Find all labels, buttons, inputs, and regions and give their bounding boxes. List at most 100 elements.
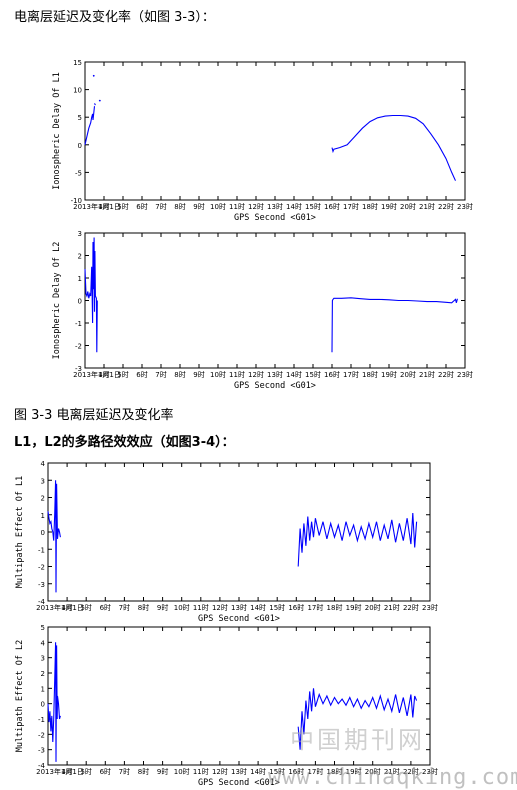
y-tick-label: -3: [38, 747, 45, 755]
x-tick-label: 7时: [155, 202, 166, 211]
y-axis-label: Ionospheric Delay Of L1: [52, 72, 62, 190]
y-tick-label: 0: [41, 529, 45, 537]
heading-multipath: L1，L2的多路径效效应（如图3-4）：: [14, 435, 235, 450]
x-tick-label: 14时: [250, 603, 266, 612]
y-tick-label: -4: [38, 762, 46, 770]
y-tick-label: -5: [75, 169, 82, 177]
plot-area: [84, 61, 466, 201]
x-tick-label: 22时: [438, 370, 454, 379]
x-tick-label: 9时: [157, 603, 168, 612]
x-tick-label: 9时: [157, 767, 168, 776]
x-tick-label: 12时: [212, 603, 228, 612]
y-tick-label: 1: [41, 685, 45, 693]
x-tick-label: 8时: [138, 767, 149, 776]
y-tick-label: -2: [38, 564, 45, 572]
x-tick-label: 6时: [136, 370, 147, 379]
x-tick-label: 9时: [193, 202, 204, 211]
x-tick-label: 23时: [457, 370, 473, 379]
x-tick-label: 20时: [400, 370, 416, 379]
y-tick-label: 4: [41, 460, 46, 468]
x-tick-label: 13时: [231, 767, 247, 776]
y-tick-label: -3: [75, 365, 82, 373]
y-tick-label: 0: [41, 701, 45, 709]
x-tick-label: 8时: [138, 603, 149, 612]
y-tick-label: 2: [41, 495, 45, 503]
series-line: [84, 106, 96, 145]
y-tick-label: 0: [78, 298, 82, 306]
x-tick-label: 19时: [381, 202, 397, 211]
x-tick-label: 18时: [327, 603, 343, 612]
y-tick-label: -1: [38, 546, 45, 554]
x-tick-label: 14时: [286, 370, 302, 379]
x-tick-label: 10时: [174, 603, 190, 612]
x-tick-label: 4时: [98, 202, 109, 211]
x-axis-label: GPS Second <G01>: [198, 778, 280, 788]
x-axis-label: GPS Second <G01>: [234, 213, 316, 223]
x-tick-label: 20时: [365, 767, 381, 776]
y-axis-label: Multipath Effect Of L2: [15, 640, 25, 753]
y-axis-label: Multipath Effect Of L1: [15, 476, 25, 589]
x-tick-label: 6时: [136, 202, 147, 211]
x-tick-label: 11时: [193, 603, 209, 612]
y-tick-label: -1: [75, 320, 82, 328]
x-tick-label: 15时: [305, 370, 321, 379]
series-line: [47, 642, 61, 762]
x-tick-label: 6时: [100, 603, 111, 612]
y-tick-label: 3: [78, 230, 82, 238]
series-line: [84, 237, 98, 353]
x-tick-label: 19时: [346, 767, 362, 776]
x-tick-label: 14时: [286, 202, 302, 211]
y-tick-label: -1: [38, 716, 45, 724]
x-tick-label: 15时: [269, 767, 285, 776]
x-tick-label: 12时: [212, 767, 228, 776]
x-tick-label: 7时: [119, 603, 130, 612]
watermark-url: www.chinaqking.com: [268, 765, 517, 790]
y-tick-label: -3: [38, 581, 45, 589]
x-tick-label: 22时: [403, 767, 419, 776]
x-tick-label: 23时: [422, 767, 438, 776]
x-tick-label: 18时: [327, 767, 343, 776]
plot-area: [47, 462, 431, 602]
x-tick-label: 16时: [324, 202, 340, 211]
series-point: [98, 99, 101, 102]
x-tick-label: 7时: [155, 370, 166, 379]
x-tick-label: 17时: [307, 603, 323, 612]
watermark-cn: 中国期刊网: [290, 726, 425, 754]
x-tick-label: 23时: [422, 603, 438, 612]
x-tick-label: 15时: [269, 603, 285, 612]
x-tick-label: 2013年1月1日: [73, 370, 121, 379]
x-tick-label: 10时: [210, 370, 226, 379]
y-tick-label: 5: [41, 624, 45, 632]
x-tick-label: 17时: [343, 370, 359, 379]
x-tick-label: 22时: [403, 603, 419, 612]
x-tick-label: 16时: [288, 603, 304, 612]
y-tick-label: 3: [41, 477, 45, 485]
x-tick-label: 17时: [307, 767, 323, 776]
x-tick-label: 4时: [98, 370, 109, 379]
x-tick-label: 21时: [384, 603, 400, 612]
x-tick-label: 15时: [305, 202, 321, 211]
y-tick-label: 0: [78, 142, 82, 150]
x-tick-label: 16时: [288, 767, 304, 776]
x-tick-label: 6时: [100, 767, 111, 776]
x-tick-label: 22时: [438, 202, 454, 211]
x-tick-label: 5时: [117, 202, 128, 211]
y-axis-label: Ionospheric Delay Of L2: [52, 242, 62, 360]
y-tick-label: -2: [75, 343, 82, 351]
heading-ionosphere: 电离层延迟及变化率（如图 3-3）：: [14, 10, 215, 25]
x-tick-label: 13时: [267, 202, 283, 211]
y-tick-label: 5: [78, 114, 82, 122]
x-tick-label: 10时: [210, 202, 226, 211]
x-tick-label: 21时: [384, 767, 400, 776]
series-point: [92, 74, 95, 77]
x-tick-label: 19时: [381, 370, 397, 379]
x-tick-label: 9时: [193, 370, 204, 379]
x-tick-label: 20时: [365, 603, 381, 612]
x-tick-label: 20时: [400, 202, 416, 211]
series-line: [297, 512, 418, 567]
x-axis-label: GPS Second <G01>: [198, 614, 280, 624]
